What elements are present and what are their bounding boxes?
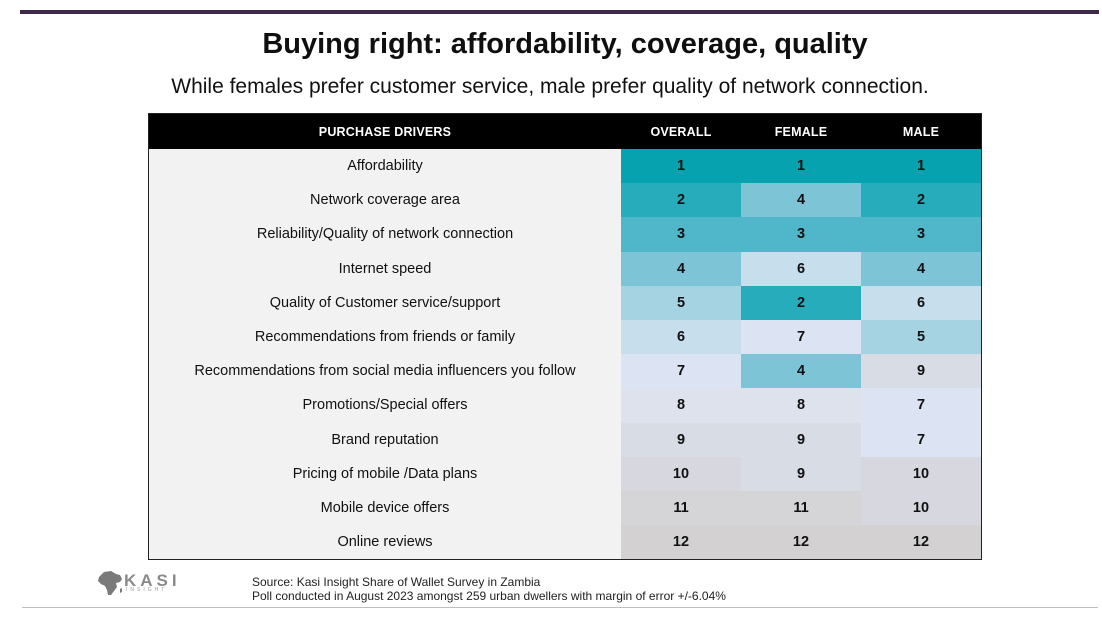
rank-overall: 11 <box>621 490 741 526</box>
rank-female: 9 <box>741 422 861 457</box>
rank-overall: 9 <box>621 422 741 457</box>
driver-label: Recommendations from friends or family <box>148 319 621 355</box>
column-header-drivers: PURCHASE DRIVERS <box>148 113 621 149</box>
driver-label: Recommendations from social media influe… <box>148 354 621 389</box>
rank-female: 8 <box>741 388 861 423</box>
rank-female: 9 <box>741 456 861 491</box>
driver-label: Quality of Customer service/support <box>148 285 621 320</box>
rank-male: 7 <box>861 388 982 423</box>
table-header-row: PURCHASE DRIVERS OVERALL FEMALE MALE <box>148 113 982 149</box>
table-row: Brand reputation 9 9 7 <box>148 422 982 457</box>
table-row: Network coverage area 2 4 2 <box>148 183 982 218</box>
rank-overall: 7 <box>621 354 741 389</box>
rank-overall: 4 <box>621 251 741 286</box>
rank-female: 7 <box>741 319 861 355</box>
column-header-overall: OVERALL <box>621 113 741 149</box>
driver-label: Pricing of mobile /Data plans <box>148 456 621 491</box>
rank-overall: 5 <box>621 285 741 320</box>
rank-male: 4 <box>861 251 982 286</box>
table-row: Pricing of mobile /Data plans 10 9 10 <box>148 456 982 491</box>
table-row: Mobile device offers 11 11 10 <box>148 490 982 526</box>
rank-female: 2 <box>741 285 861 320</box>
table-row: Affordability 1 1 1 <box>148 149 982 184</box>
source-note: Source: Kasi Insight Share of Wallet Sur… <box>252 575 726 603</box>
column-header-female: FEMALE <box>741 113 861 149</box>
africa-map-icon <box>98 571 122 595</box>
rank-overall: 2 <box>621 183 741 218</box>
driver-label: Promotions/Special offers <box>148 388 621 423</box>
rank-overall: 12 <box>621 525 741 560</box>
logo-subtext: INSIGHT <box>126 587 168 593</box>
rank-male: 12 <box>861 525 982 560</box>
source-line-2: Poll conducted in August 2023 amongst 25… <box>252 589 726 603</box>
driver-label: Online reviews <box>148 525 621 560</box>
driver-label: Reliability/Quality of network connectio… <box>148 217 621 252</box>
rank-overall: 6 <box>621 319 741 355</box>
rank-male: 3 <box>861 217 982 252</box>
rank-female: 4 <box>741 183 861 218</box>
page-title: Buying right: affordability, coverage, q… <box>262 28 868 60</box>
rank-female: 11 <box>741 490 861 526</box>
rank-male: 2 <box>861 183 982 218</box>
rank-male: 10 <box>861 490 982 526</box>
top-divider <box>20 10 1099 14</box>
driver-label: Affordability <box>148 149 621 184</box>
rank-female: 4 <box>741 354 861 389</box>
driver-label: Mobile device offers <box>148 490 621 526</box>
rank-male: 6 <box>861 285 982 320</box>
rank-female: 3 <box>741 217 861 252</box>
table-row: Recommendations from social media influe… <box>148 354 982 389</box>
page-subtitle: While females prefer customer service, m… <box>171 75 929 98</box>
column-header-male: MALE <box>861 113 982 149</box>
purchase-drivers-table: PURCHASE DRIVERS OVERALL FEMALE MALE Aff… <box>148 113 982 561</box>
rank-male: 9 <box>861 354 982 389</box>
table-row: Recommendations from friends or family 6 7… <box>148 319 982 355</box>
rank-female: 1 <box>741 149 861 184</box>
bottom-divider <box>22 607 1098 608</box>
rank-male: 10 <box>861 456 982 491</box>
table-row: Promotions/Special offers 8 8 7 <box>148 388 982 423</box>
rank-female: 12 <box>741 525 861 560</box>
source-line-1: Source: Kasi Insight Share of Wallet Sur… <box>252 575 541 589</box>
table-row: Online reviews 12 12 12 <box>148 525 982 560</box>
driver-label: Brand reputation <box>148 422 621 457</box>
table-row: Quality of Customer service/support 5 2 6 <box>148 285 982 320</box>
rank-overall: 3 <box>621 217 741 252</box>
table-row: Reliability/Quality of network connectio… <box>148 217 982 252</box>
rank-female: 6 <box>741 251 861 286</box>
driver-label: Network coverage area <box>148 183 621 218</box>
rank-overall: 1 <box>621 149 741 184</box>
rank-male: 1 <box>861 149 982 184</box>
rank-male: 5 <box>861 319 982 355</box>
logo-wordmark: KASI <box>124 571 181 590</box>
table-body: Affordability 1 1 1 Network coverage area 2 4 2… <box>148 149 982 560</box>
rank-overall: 10 <box>621 456 741 491</box>
driver-label: Internet speed <box>148 251 621 286</box>
rank-male: 7 <box>861 422 982 457</box>
rank-overall: 8 <box>621 388 741 423</box>
table-row: Internet speed 4 6 4 <box>148 251 982 286</box>
